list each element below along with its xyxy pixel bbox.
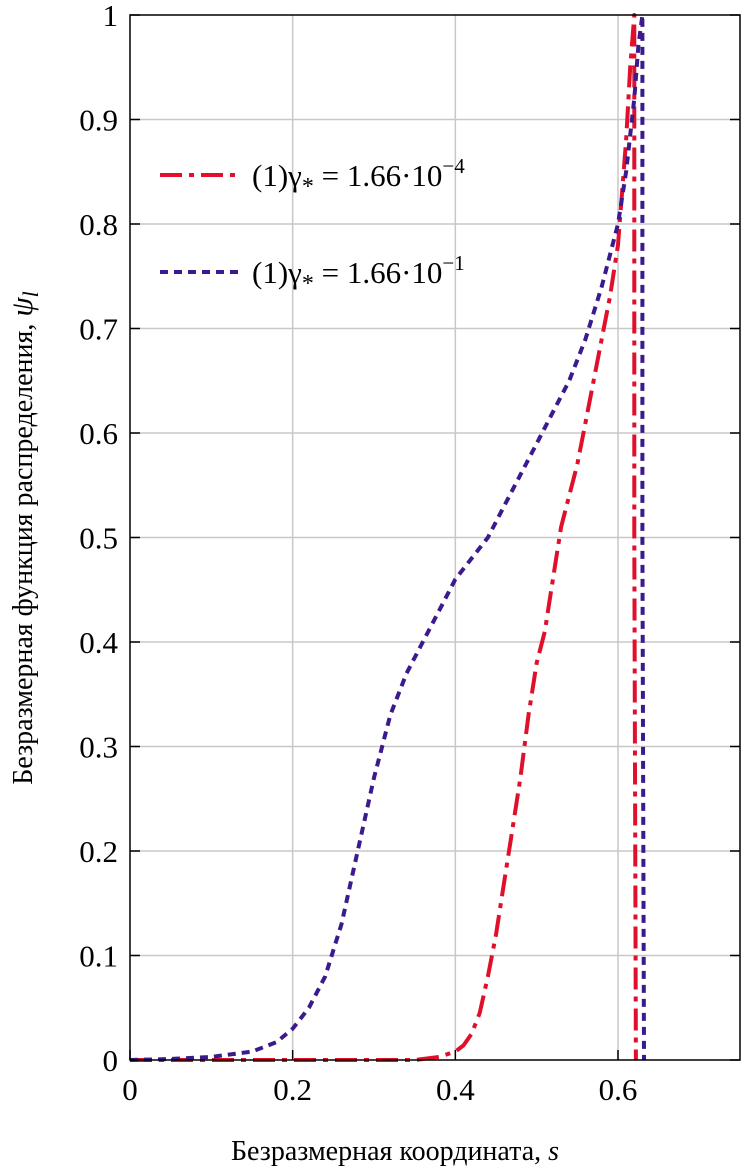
y-tick-label: 0.3 [79,730,118,765]
y-tick-label: 0.8 [79,207,118,242]
y-tick-label: 0.9 [79,103,118,138]
x-tick-label: 0.6 [599,1072,638,1107]
y-tick-label: 1 [103,0,119,33]
y-axis-title: Безразмерная функция распределения, ψl [4,291,43,785]
x-tick-label: 0.2 [273,1072,312,1107]
y-tick-label: 0.4 [79,625,118,660]
legend: (1)γ* = 1.66·10−4 (1)γ* = 1.66·10−1 [160,154,465,297]
series-2-line [129,13,646,1062]
y-tick-label: 0.7 [79,312,118,347]
series-1-line [130,13,638,1062]
x-tick-label: 0 [122,1072,138,1107]
y-tick-label: 0.5 [79,521,118,556]
x-tick-label: 0.4 [436,1072,475,1107]
legend-label-series-2: (1)γ* = 1.66·10−1 [252,251,465,297]
tick-layer: 0 0.2 0.4 0.6 0 0.1 0.2 0.3 0.4 0.5 0.6 0.7 0.8 0.9 1 [79,0,740,1107]
y-tick-label: 0 [103,1043,119,1078]
y-tick-label: 0.2 [79,834,118,869]
y-tick-label: 0.1 [79,939,118,974]
legend-label-series-1: (1)γ* = 1.66·10−4 [252,154,465,200]
y-tick-label: 0.6 [79,416,118,451]
x-axis-title: Безразмерная координата, s [231,1136,559,1167]
series-layer [129,13,646,1062]
grid-layer [130,15,740,1060]
